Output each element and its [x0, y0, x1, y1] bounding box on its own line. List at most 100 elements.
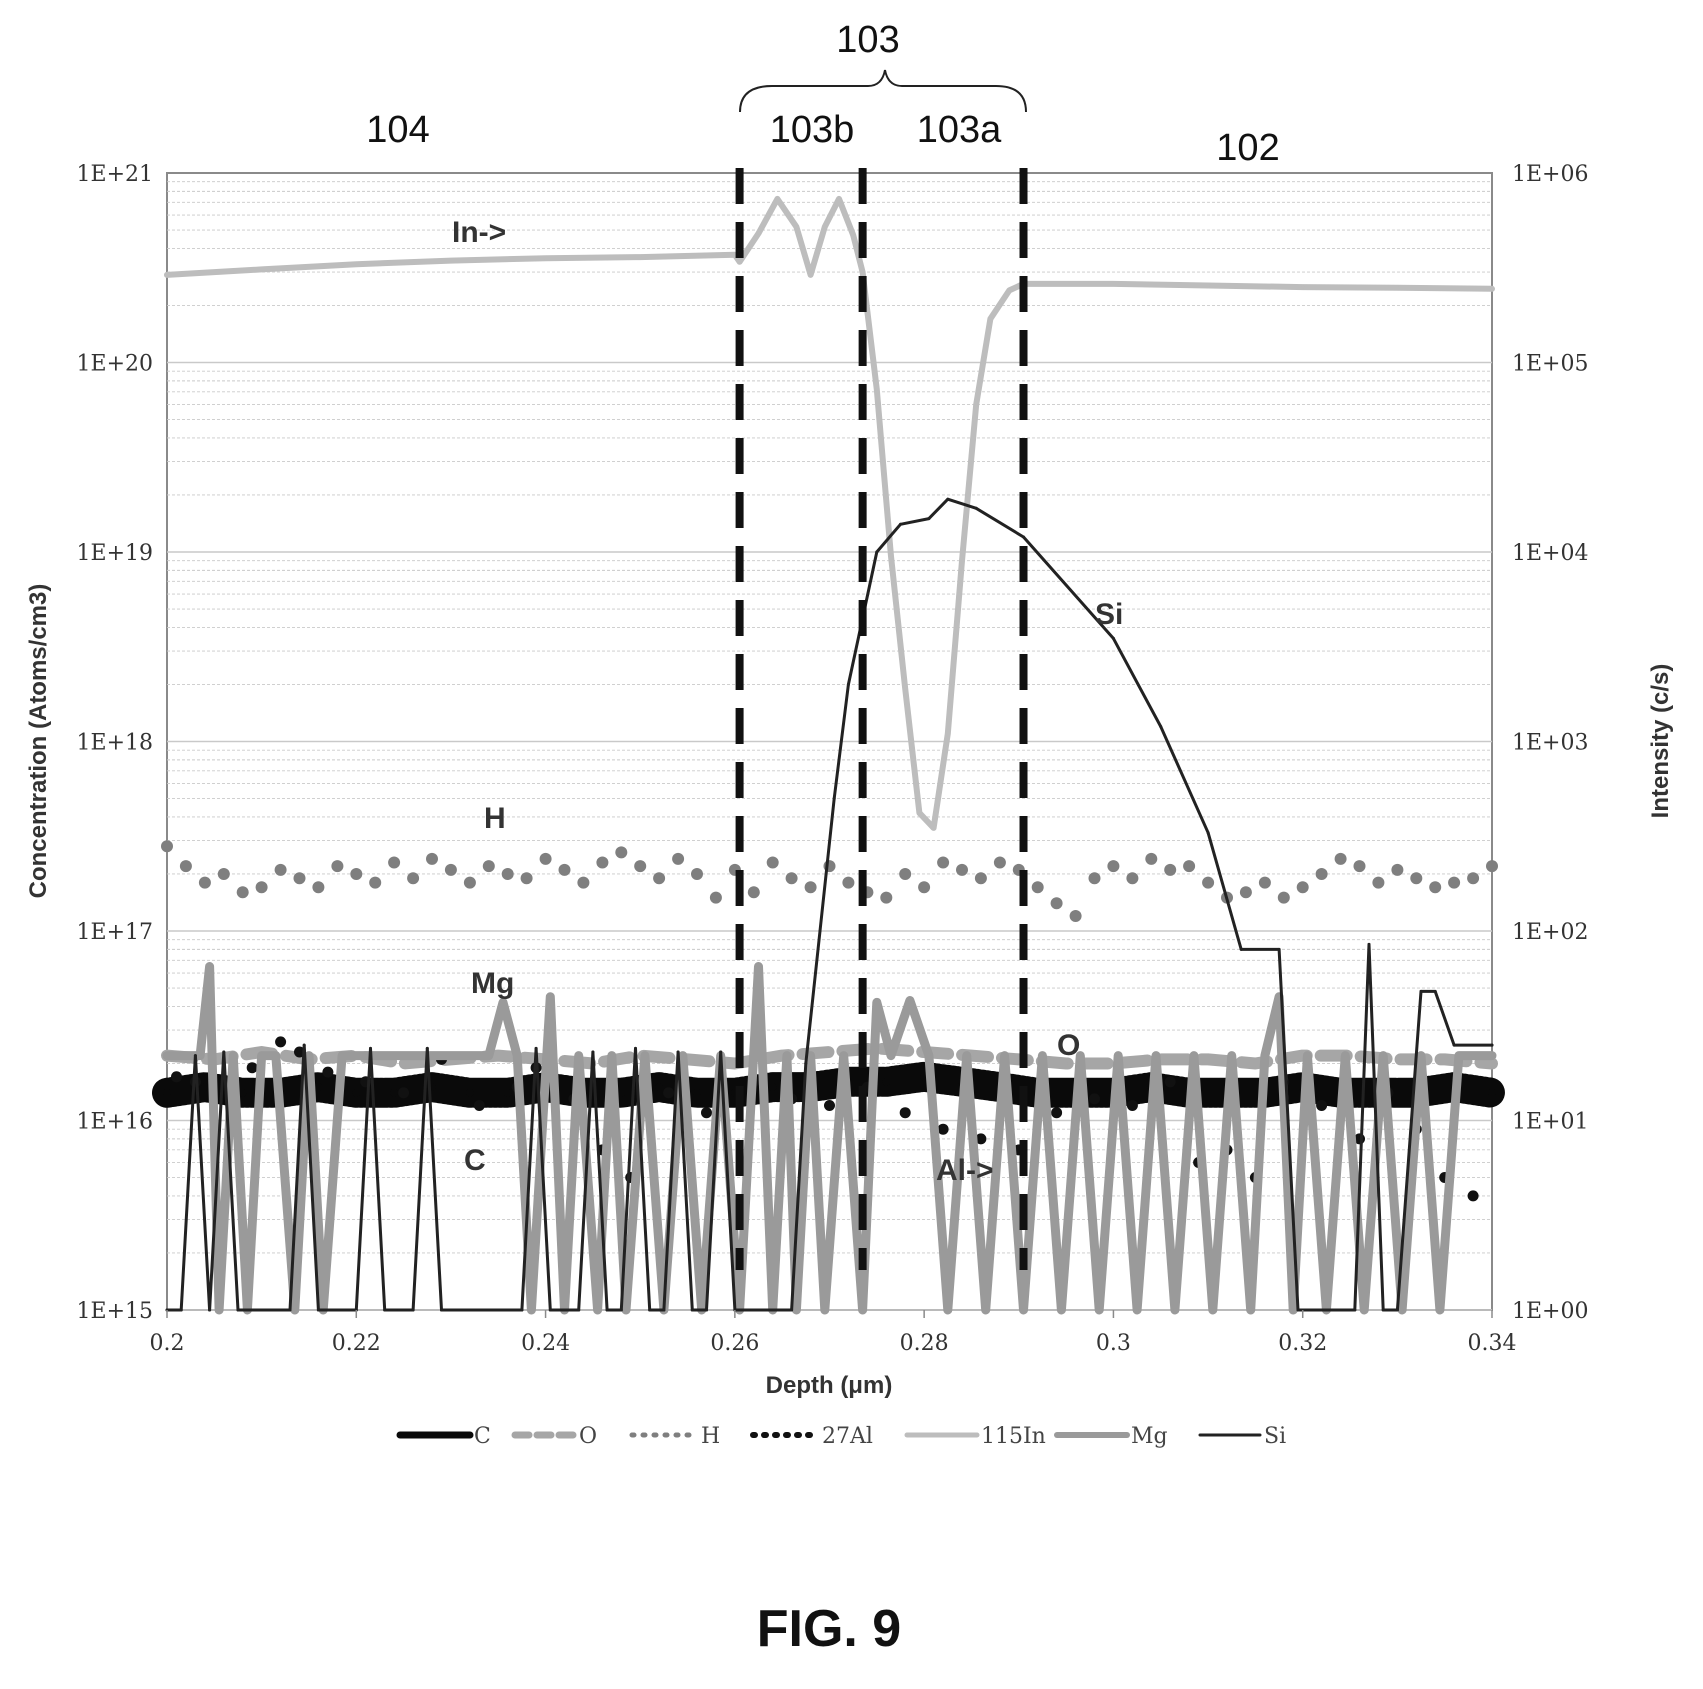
data-point-si — [440, 1308, 443, 1312]
data-point-mg — [1305, 1054, 1309, 1058]
data-point-c — [200, 1083, 209, 1092]
data-point-si — [946, 497, 950, 501]
data-point-h — [444, 863, 457, 876]
data-point-si — [1206, 831, 1210, 835]
data-point-115in — [932, 826, 936, 830]
data-point-h — [426, 852, 438, 865]
data-point-mg — [643, 1054, 647, 1058]
data-point-c — [655, 1083, 664, 1092]
data-point-mg — [274, 1054, 278, 1058]
data-point-115in — [889, 554, 893, 558]
data-point-115in — [1111, 282, 1115, 286]
data-point-h — [634, 860, 647, 873]
x-tick-label: 0.32 — [1278, 1331, 1327, 1356]
data-point-h — [709, 891, 722, 904]
data-point-h — [615, 846, 628, 859]
data-point-si — [577, 1308, 581, 1312]
data-point-h — [1486, 860, 1498, 873]
data-point-115in — [988, 317, 992, 321]
data-point-mg — [529, 1308, 533, 1312]
data-point-115in — [875, 388, 879, 391]
data-point-h — [842, 876, 855, 889]
data-point-h — [1164, 863, 1177, 876]
data-point-mg — [217, 1308, 221, 1312]
data-point-115in — [260, 267, 264, 271]
data-point-h — [1448, 876, 1461, 889]
data-point-h — [1315, 868, 1328, 880]
data-point-h — [672, 852, 685, 865]
data-point-mg — [231, 1054, 235, 1058]
data-point-h — [804, 881, 817, 894]
data-point-h — [899, 868, 912, 880]
data-point-115in — [354, 262, 358, 266]
data-point-115in — [738, 260, 742, 264]
data-point-o — [1443, 1057, 1447, 1061]
data-point-h — [596, 856, 609, 869]
data-point-si — [1353, 1308, 1357, 1312]
data-point-mg — [1381, 1054, 1385, 1058]
data-point-mg — [1419, 1054, 1423, 1058]
data-point-27al — [899, 1107, 911, 1119]
data-point-h — [937, 856, 950, 869]
data-point-115in — [757, 231, 760, 235]
data-point-si — [1022, 535, 1025, 539]
data-point-mg — [208, 965, 212, 968]
data-point-mg — [501, 1000, 505, 1004]
data-point-si — [1239, 947, 1243, 951]
data-point-o — [1206, 1057, 1210, 1061]
data-point-mg — [1078, 1054, 1082, 1058]
x-tick-label: 0.3 — [1096, 1331, 1131, 1356]
data-point-115in — [1395, 286, 1399, 290]
annotation-in: In-> — [452, 216, 506, 249]
data-point-si — [316, 1308, 320, 1312]
data-point-mg — [1263, 1054, 1267, 1058]
data-point-115in — [861, 270, 865, 274]
data-point-27al — [246, 1062, 258, 1074]
data-point-c — [314, 1083, 323, 1092]
data-point-si — [1296, 1308, 1300, 1312]
data-point-mg — [610, 1054, 614, 1058]
data-point-h — [577, 876, 590, 889]
data-point-o — [1064, 1062, 1068, 1065]
data-point-h — [1429, 881, 1442, 894]
data-point-mg — [1059, 1308, 1063, 1312]
data-point-o — [496, 1054, 500, 1058]
data-point-si — [747, 1308, 751, 1312]
data-point-c — [352, 1088, 361, 1097]
data-point-mg — [1291, 1308, 1295, 1312]
data-point-mg — [1022, 1308, 1025, 1312]
data-point-115in — [946, 732, 950, 736]
data-point-mg — [809, 1054, 813, 1058]
data-point-si — [397, 1308, 401, 1312]
legend-label-mg: Mg — [1131, 1424, 1168, 1449]
data-point-h — [880, 891, 893, 904]
data-point-mg — [861, 1308, 865, 1312]
data-point-si — [236, 1308, 240, 1312]
x-tick-label: 0.26 — [710, 1331, 759, 1356]
data-point-si — [288, 1308, 292, 1312]
legend-label-o: O — [579, 1424, 597, 1449]
annotation-al: Al-> — [936, 1154, 994, 1187]
data-point-c — [465, 1088, 474, 1097]
data-point-mg — [260, 1054, 264, 1058]
data-point-o — [402, 1062, 406, 1065]
y-tick-label: 1E+16 — [77, 1110, 153, 1135]
data-point-c — [693, 1088, 701, 1097]
data-point-si — [648, 1308, 652, 1312]
y2-tick-label: 1E+01 — [1512, 1110, 1588, 1135]
data-point-h — [312, 881, 325, 894]
series-mg-line — [162, 962, 1497, 1315]
data-point-115in — [544, 256, 548, 260]
data-point-h — [1069, 910, 1082, 922]
series-h — [161, 840, 1498, 922]
data-point-mg — [165, 1054, 169, 1058]
data-point-si — [1159, 725, 1163, 728]
data-point-115in — [823, 225, 827, 229]
data-point-h — [331, 860, 344, 873]
data-point-si — [719, 1050, 723, 1054]
data-point-si — [1339, 1308, 1343, 1312]
data-point-si — [1310, 1308, 1314, 1312]
y-tick-label: 1E+19 — [77, 541, 153, 566]
y-tick-label: 1E+18 — [77, 731, 153, 756]
x-tick-label: 0.28 — [900, 1331, 949, 1356]
